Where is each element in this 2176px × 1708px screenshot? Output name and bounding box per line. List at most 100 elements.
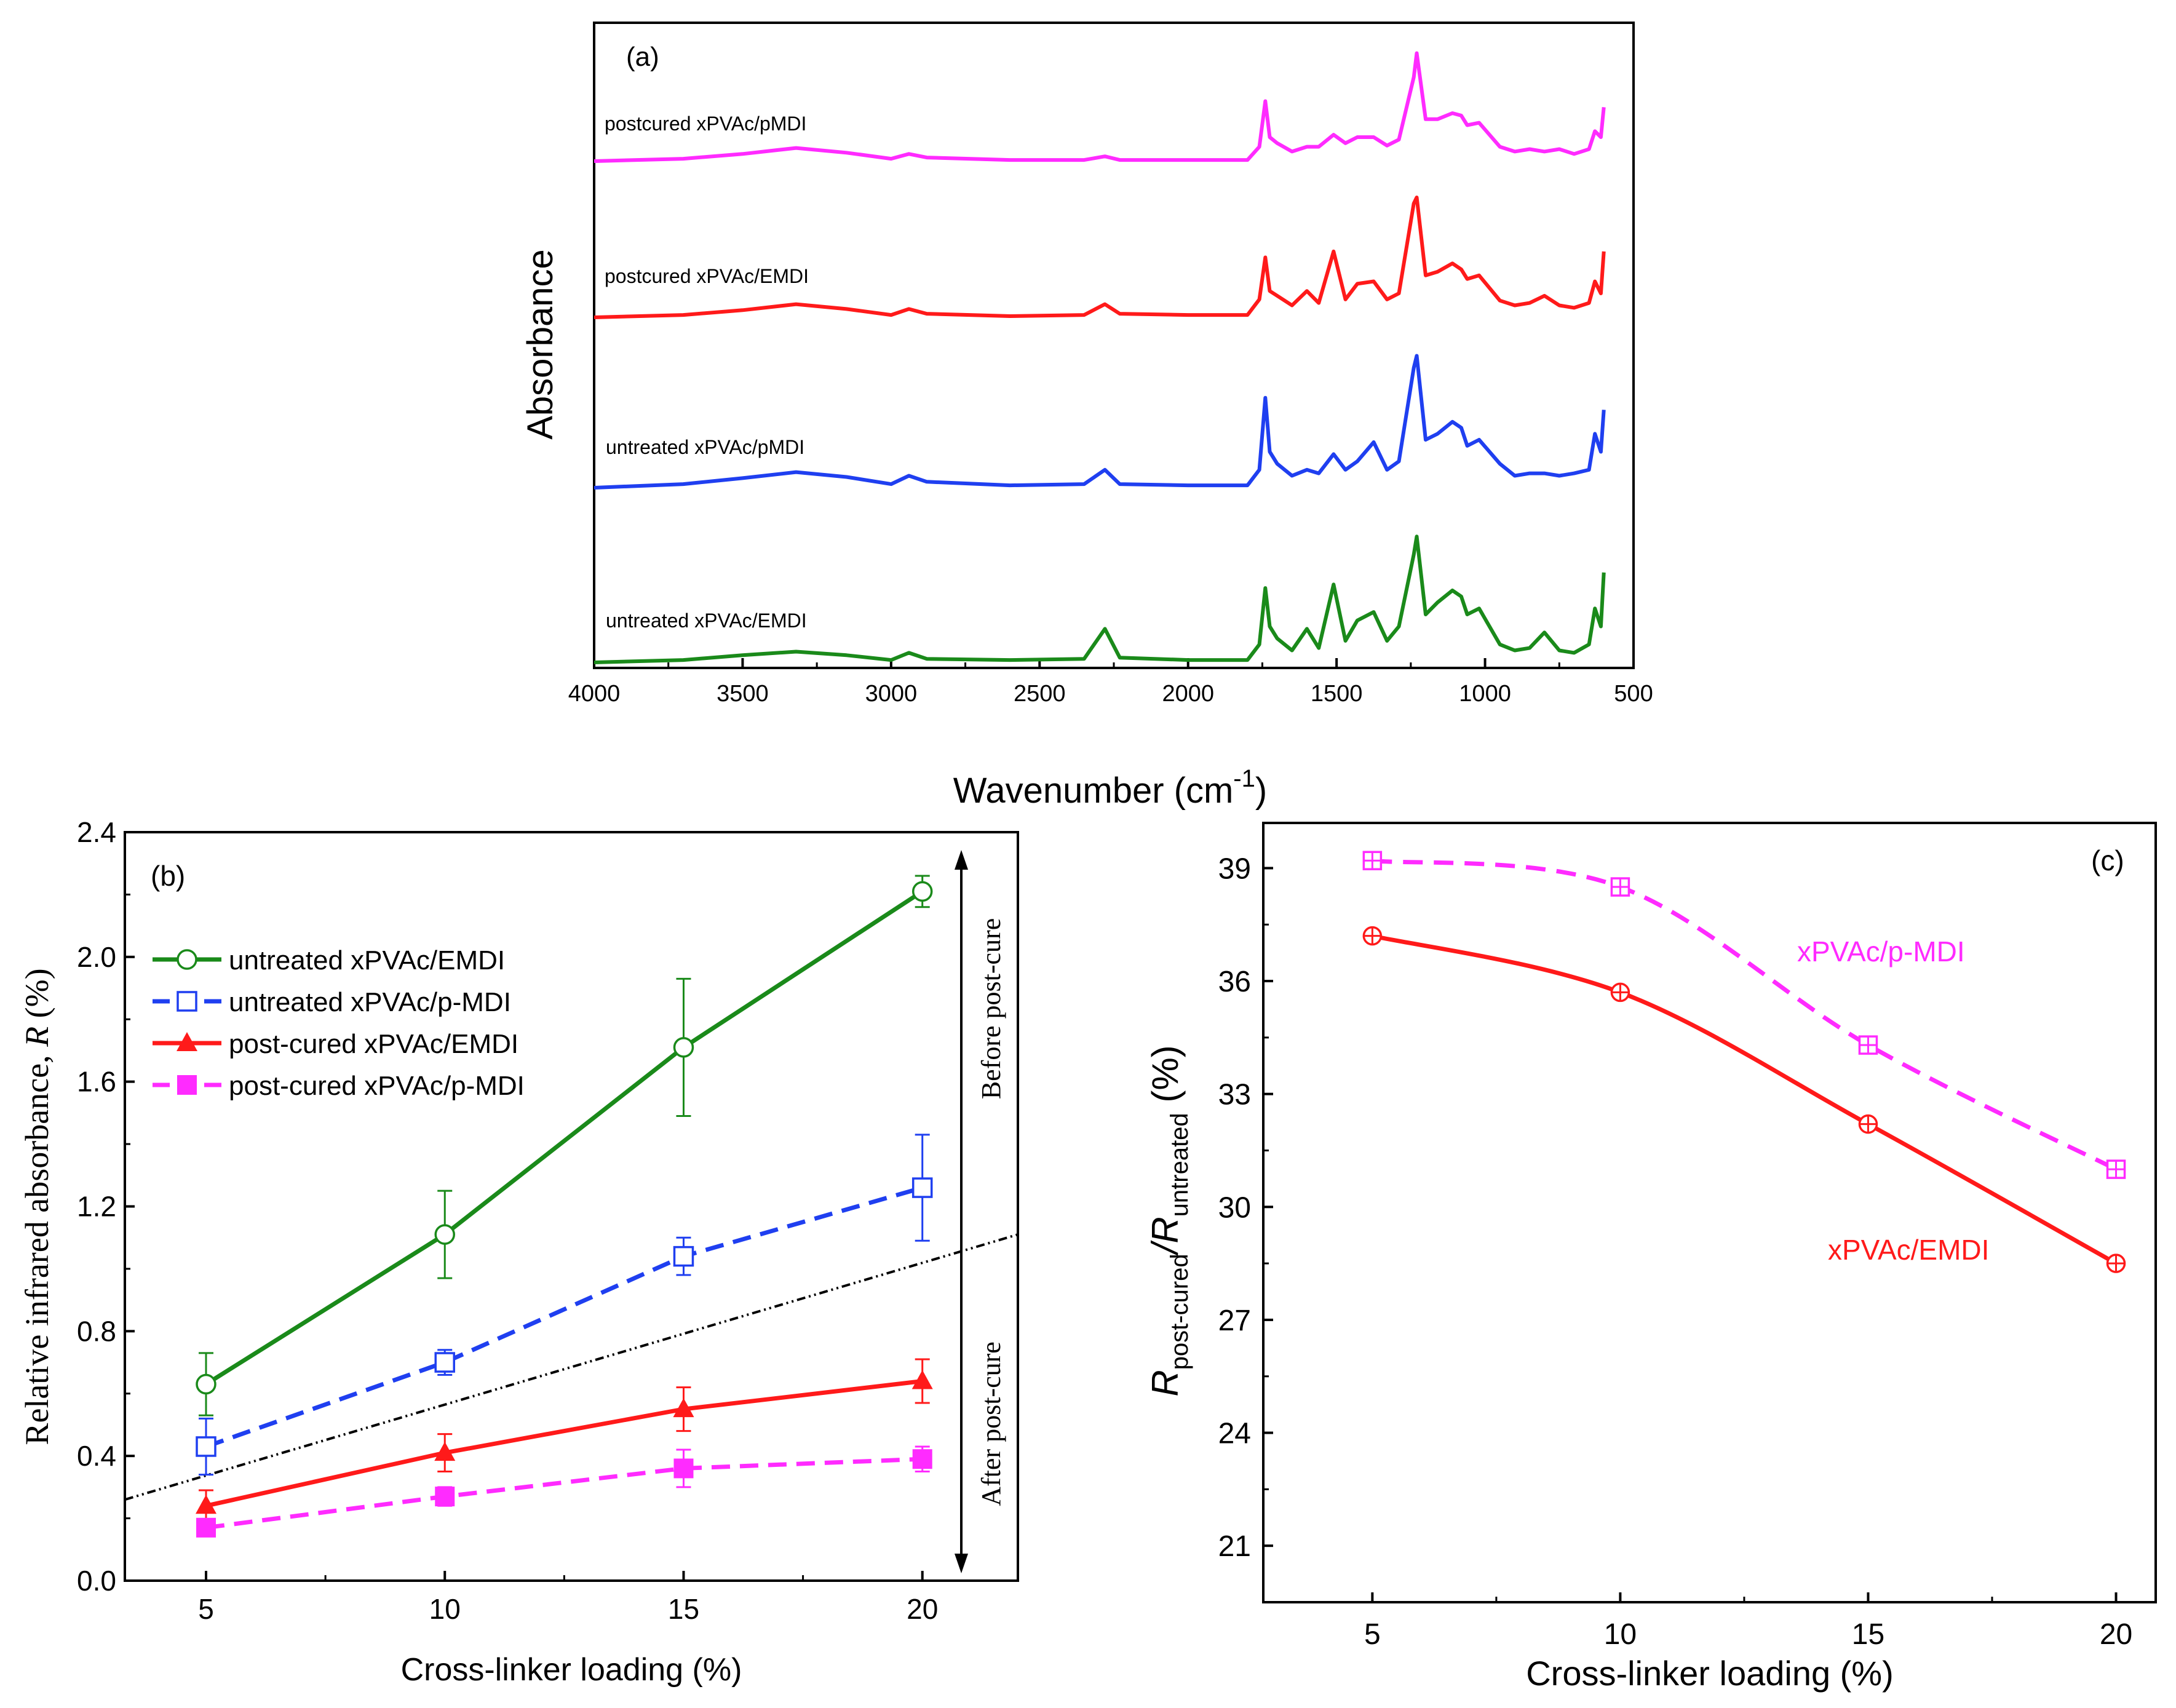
y-label-r1: R [1145, 1370, 1186, 1396]
panel-b-axis-ticks: 5 10 15 20 0.0 0.4 0.8 1.2 1.6 2.0 2.4 [77, 816, 938, 1625]
legend-swatch-marker [177, 991, 197, 1012]
panel-a-x-tick-label: 1500 [1311, 681, 1363, 707]
data-point [911, 1370, 933, 1389]
panel-c-x-tick-label: 10 [1604, 1618, 1637, 1651]
data-point [673, 1245, 694, 1267]
series-label-untreated-emdi: untreated xPVAc/EMDI [606, 610, 807, 632]
data-point [911, 881, 933, 902]
panel-c-y-tick-label: 21 [1218, 1530, 1251, 1563]
legend-label-untreated-xpvac-p-mdi: untreated xPVAc/p-MDI [229, 987, 511, 1017]
panel-b-y-tick-label: 2.0 [77, 941, 116, 973]
panel-a-x-tick-label: 3000 [865, 681, 918, 707]
panel-b-series [196, 875, 933, 1538]
series-untreated-xpvac-emdi [196, 875, 933, 1416]
series-label-untreated-pmdi: untreated xPVAc/pMDI [606, 436, 804, 458]
panel-b-y-tick-label: 2.4 [77, 816, 116, 848]
panel-a-x-ticks: 4000 3500 3000 2500 2000 1500 1000 500 [568, 658, 1653, 707]
panel-b-x-tick-label: 20 [907, 1593, 938, 1625]
data-point [196, 1495, 216, 1514]
panel-b-y-axis-label-tail: (%) [18, 968, 55, 1026]
series-line [205, 1379, 923, 1508]
data-point [196, 1517, 216, 1538]
panel-a-x-tick-label: 2500 [1014, 681, 1066, 707]
panel-c-y-tick-label: 33 [1218, 1079, 1251, 1111]
panel-c-x-axis-label: Cross-linker loading (%) [1526, 1654, 1894, 1693]
panel-c-label: (c) [2091, 844, 2124, 876]
panel-a-x-tick-label: 500 [1614, 681, 1653, 707]
series-untreated-xpvac-p-mdi [196, 1134, 933, 1476]
panel-b-y-axis-label: Relative infrared absorbance, R (%) [18, 968, 55, 1445]
panel-b-y-tick-label: 0.4 [77, 1440, 116, 1472]
panel-b-y-tick-label: 1.2 [77, 1191, 116, 1223]
panel-c-y-tick-label: 36 [1218, 966, 1251, 998]
legend-label-post-cured-xpvac-emdi: post-cured xPVAc/EMDI [229, 1029, 518, 1059]
data-point [673, 1458, 694, 1479]
panel-a-spectra [594, 51, 1606, 664]
panel-a-label: (a) [626, 42, 659, 72]
panel-c-x-tick-label: 15 [1852, 1618, 1884, 1651]
data-point [196, 1436, 216, 1457]
panel-b-divider-line [124, 1233, 1019, 1501]
series-line [205, 889, 924, 1386]
panel-b-legend: untreated xPVAc/EMDI untreated xPVAc/p-MD… [153, 945, 525, 1101]
panel-b-x-tick-label: 10 [429, 1593, 461, 1625]
panel-a-x-tick-label: 1000 [1459, 681, 1511, 707]
panel-a-x-axis-label: Wavenumber (cm-1) [953, 765, 1267, 811]
panel-c-axis-ticks: 5 10 15 20 21 24 27 30 33 36 39 [1218, 852, 2133, 1651]
series-xpvac-p-mdi [1362, 851, 2126, 1179]
panel-b-label: (b) [151, 860, 185, 892]
panel-c-y-tick-label: 30 [1218, 1191, 1251, 1224]
panel-c-x-tick-label: 5 [1364, 1618, 1381, 1651]
panel-a-y-axis-label: Absorbance [520, 249, 560, 440]
panel-a-x-tick-label: 2000 [1162, 681, 1214, 707]
panel-a-ftir-spectra: (a) 4000 3500 3000 2500 2000 1500 1000 500 post… [520, 22, 1653, 811]
panel-b-y-tick-label: 1.6 [77, 1066, 116, 1098]
data-point [434, 1442, 456, 1461]
spectrum-postcured-xpvac-emdi [594, 196, 1606, 319]
series-post-cured-xpvac-p-mdi [196, 1445, 932, 1538]
data-point [673, 1398, 694, 1418]
series-label-emdi: xPVAc/EMDI [1828, 1234, 1989, 1266]
panel-b-y-axis-label-symbol: R [18, 1027, 55, 1047]
legend-label-post-cured-xpvac-p-mdi: post-cured xPVAc/p-MDI [229, 1071, 525, 1101]
data-point [912, 1449, 932, 1469]
y-label-sub1: post-cured [1166, 1253, 1193, 1370]
data-point [435, 1487, 455, 1507]
legend-swatch-marker [177, 1075, 197, 1095]
panel-a-x-tick-label: 4000 [568, 681, 621, 707]
legend-label-untreated-xpvac-emdi: untreated xPVAc/EMDI [229, 945, 505, 975]
panel-a-x-axis-label-main: Wavenumber (cm [953, 771, 1234, 811]
panel-c-x-tick-label: 20 [2100, 1618, 2132, 1651]
series-line [1372, 934, 2118, 1266]
panel-c-series [1362, 851, 2126, 1273]
panel-a-x-axis-label-sup: -1 [1233, 765, 1255, 792]
panel-c-y-tick-label: 27 [1218, 1305, 1251, 1337]
spectrum-untreated-xpvac-pmdi [594, 354, 1606, 490]
data-point [196, 1373, 216, 1395]
series-line [1372, 858, 2118, 1172]
annotation-after-post-cure: After post-cure [976, 1341, 1006, 1506]
panel-b-before-after-arrow [955, 850, 968, 1573]
panel-a-x-axis-label-tail: ) [1255, 771, 1267, 811]
panel-c-y-axis-label: Rpost-cured/Runtreated (%) [1145, 1045, 1193, 1396]
y-label-unit: (%) [1145, 1045, 1186, 1113]
data-point [673, 1037, 694, 1058]
series-line [205, 1456, 923, 1530]
data-point [434, 1224, 455, 1245]
panel-b-y-tick-label: 0.0 [77, 1565, 116, 1597]
panel-b-relative-absorbance: 5 10 15 20 0.0 0.4 0.8 1.2 1.6 2.0 2.4 (b) untreat… [18, 816, 1019, 1688]
panel-c-ratio: 5 10 15 20 21 24 27 30 33 36 39 (c) xPVAc/p-MDI xP… [1145, 822, 2157, 1693]
panel-a-x-tick-label: 3500 [717, 681, 769, 707]
y-label-r2: /R [1145, 1217, 1186, 1256]
panel-b-y-tick-label: 0.8 [77, 1315, 116, 1347]
series-xpvac-emdi [1362, 926, 2126, 1273]
legend-swatch-marker [177, 949, 197, 970]
data-point [434, 1352, 455, 1373]
legend-swatch-marker [177, 1032, 197, 1051]
panel-b-x-tick-label: 5 [198, 1593, 214, 1625]
panel-b-x-axis-label: Cross-linker loading (%) [401, 1652, 742, 1688]
panel-b-x-tick-label: 15 [668, 1593, 699, 1625]
series-post-cured-xpvac-emdi [196, 1358, 933, 1523]
panel-c-plot-frame [1262, 822, 2157, 1603]
